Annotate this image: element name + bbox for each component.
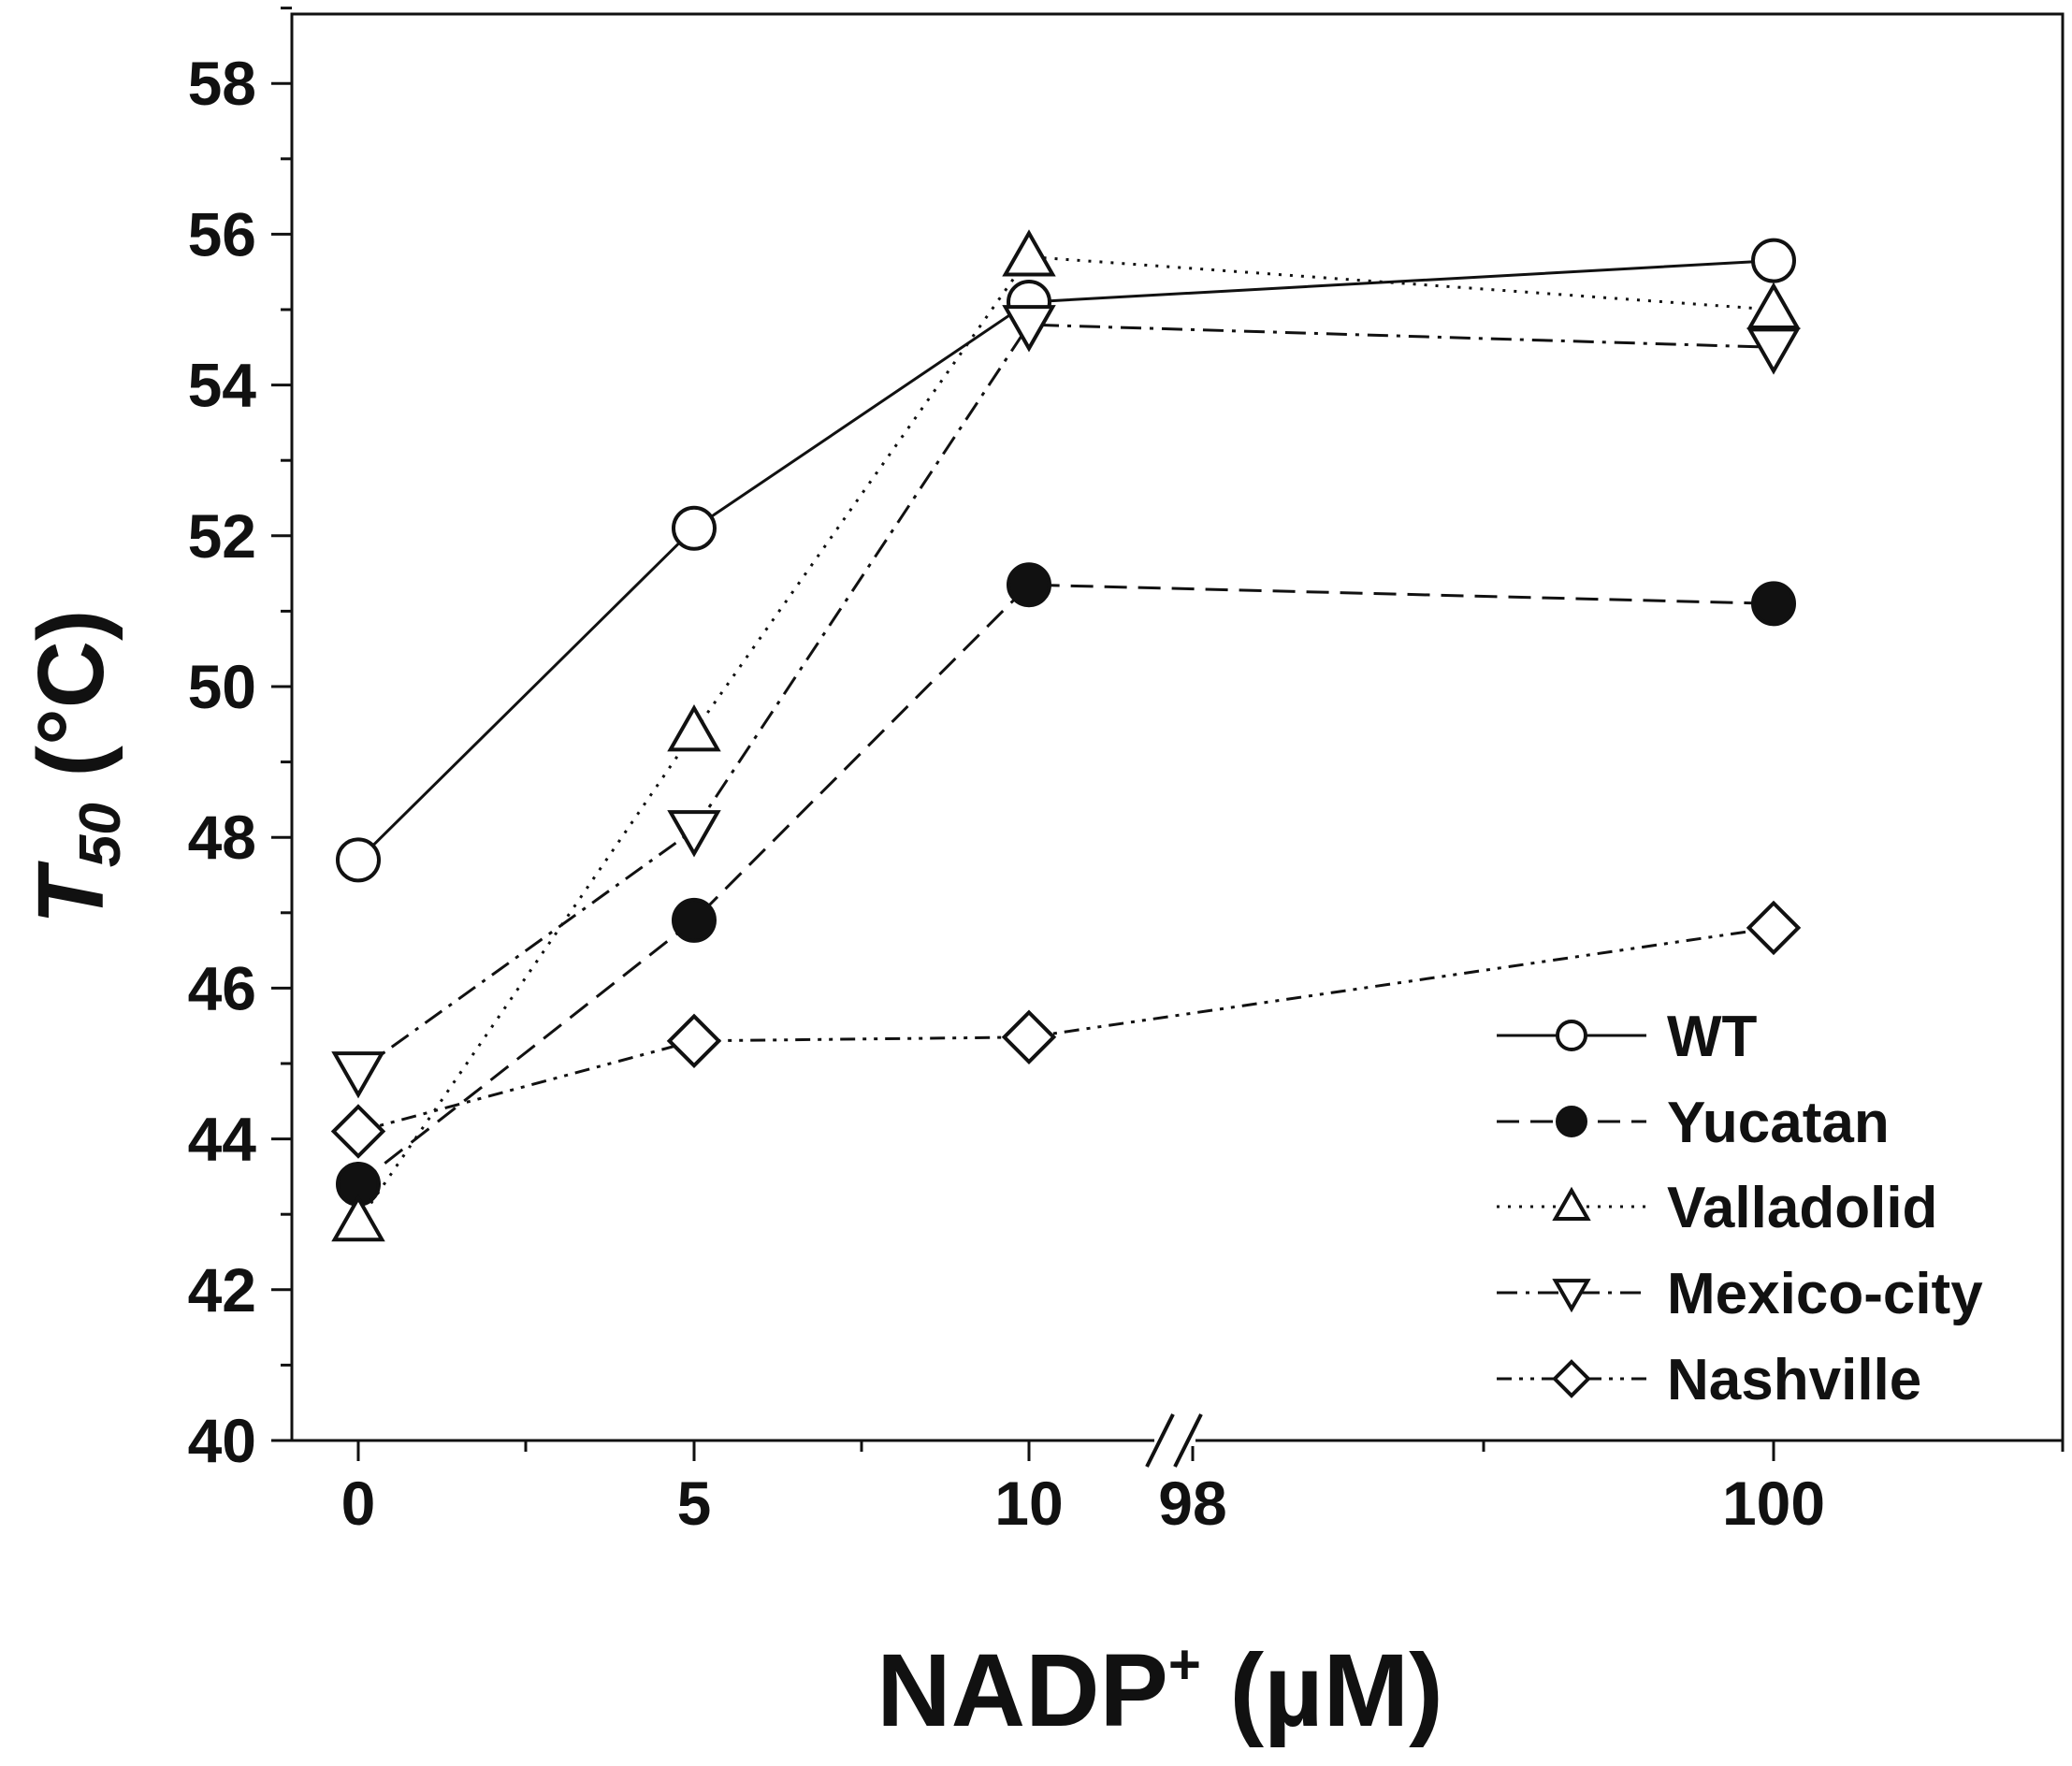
- legend-label: Yucatan: [1667, 1091, 1890, 1155]
- x-axis-title-unit: (µM): [1201, 1633, 1443, 1748]
- series-valladolid: [331, 229, 1801, 1242]
- legend-item: WT: [1497, 1005, 1758, 1069]
- data-point: [667, 704, 721, 752]
- x-tick-label: 5: [677, 1469, 712, 1538]
- x-tick-label: 98: [1158, 1469, 1226, 1538]
- legend-item: Nashville: [1497, 1348, 1921, 1412]
- data-point: [666, 1013, 722, 1069]
- y-tick-label: 46: [188, 953, 256, 1022]
- legend-label: WT: [1667, 1005, 1758, 1069]
- data-point: [1002, 305, 1056, 353]
- legend-label: Valladolid: [1667, 1176, 1937, 1240]
- y-tick-label: 54: [188, 351, 257, 420]
- series-nashville: [330, 900, 1802, 1159]
- x-tick-label: 100: [1722, 1469, 1825, 1538]
- data-point: [1751, 238, 1796, 283]
- series-yucatan: [336, 562, 1796, 1207]
- x-tick-label: 0: [341, 1469, 376, 1538]
- data-point: [1751, 581, 1796, 627]
- legend-marker: [1552, 1359, 1591, 1398]
- data-point: [672, 897, 717, 943]
- x-axis: 0 5 10 98 100: [341, 1413, 2065, 1538]
- data-point: [1001, 1009, 1057, 1065]
- legend-marker: [1556, 1106, 1587, 1137]
- legend-marker: [1552, 1186, 1591, 1221]
- y-tick-label: 44: [188, 1105, 257, 1174]
- data-point: [667, 810, 721, 858]
- y-axis-title-sub: 50: [68, 803, 133, 867]
- data-point: [1002, 229, 1056, 277]
- y-axis-title-unit: (°C): [19, 610, 123, 803]
- series-mexico-city: [331, 305, 1801, 1099]
- data-point: [1746, 282, 1801, 329]
- x-axis-title-sup: +: [1168, 1633, 1201, 1696]
- series-layer: [330, 229, 1802, 1242]
- data-point: [1746, 327, 1801, 375]
- legend-item: Yucatan: [1497, 1091, 1890, 1155]
- legend-label: Mexico-city: [1667, 1262, 1983, 1326]
- legend-marker: [1552, 1279, 1591, 1313]
- data-point: [331, 1051, 385, 1099]
- y-axis: 40 42 44 46 48 50 52 54 56 58: [188, 7, 292, 1475]
- series-wt: [336, 238, 1796, 883]
- y-tick-label: 48: [188, 803, 256, 872]
- x-axis-title: NADP+ (µM): [877, 1633, 1443, 1748]
- legend-item: Mexico-city: [1497, 1262, 1983, 1326]
- series-line: [357, 323, 1775, 1073]
- data-point: [1746, 900, 1802, 956]
- x-tick-label: 10: [994, 1469, 1063, 1538]
- y-tick-label: 42: [188, 1255, 256, 1324]
- y-tick-label: 52: [188, 501, 256, 571]
- x-axis-break: [1145, 1413, 1203, 1468]
- data-point: [1007, 562, 1051, 608]
- legend-item: Valladolid: [1497, 1176, 1937, 1240]
- y-axis-title-main: T: [19, 860, 123, 924]
- y-axis-title: T50 (°C): [19, 610, 133, 925]
- data-point: [672, 505, 717, 551]
- series-line: [356, 255, 1775, 1223]
- y-tick-label: 58: [188, 49, 256, 118]
- y-tick-label: 50: [188, 652, 256, 721]
- x-axis-title-main: NADP: [877, 1633, 1168, 1748]
- legend-label: Nashville: [1667, 1348, 1921, 1412]
- data-point: [331, 1194, 385, 1242]
- y-tick-label: 56: [188, 199, 256, 268]
- y-tick-label: 40: [188, 1406, 256, 1475]
- series-line: [357, 583, 1775, 1186]
- data-point: [336, 837, 381, 883]
- data-point: [330, 1104, 386, 1159]
- series-line: [356, 259, 1775, 861]
- legend-marker: [1556, 1020, 1587, 1051]
- legend: WT Yucatan Valladolid Mexico-city Nashville: [1497, 1005, 1983, 1412]
